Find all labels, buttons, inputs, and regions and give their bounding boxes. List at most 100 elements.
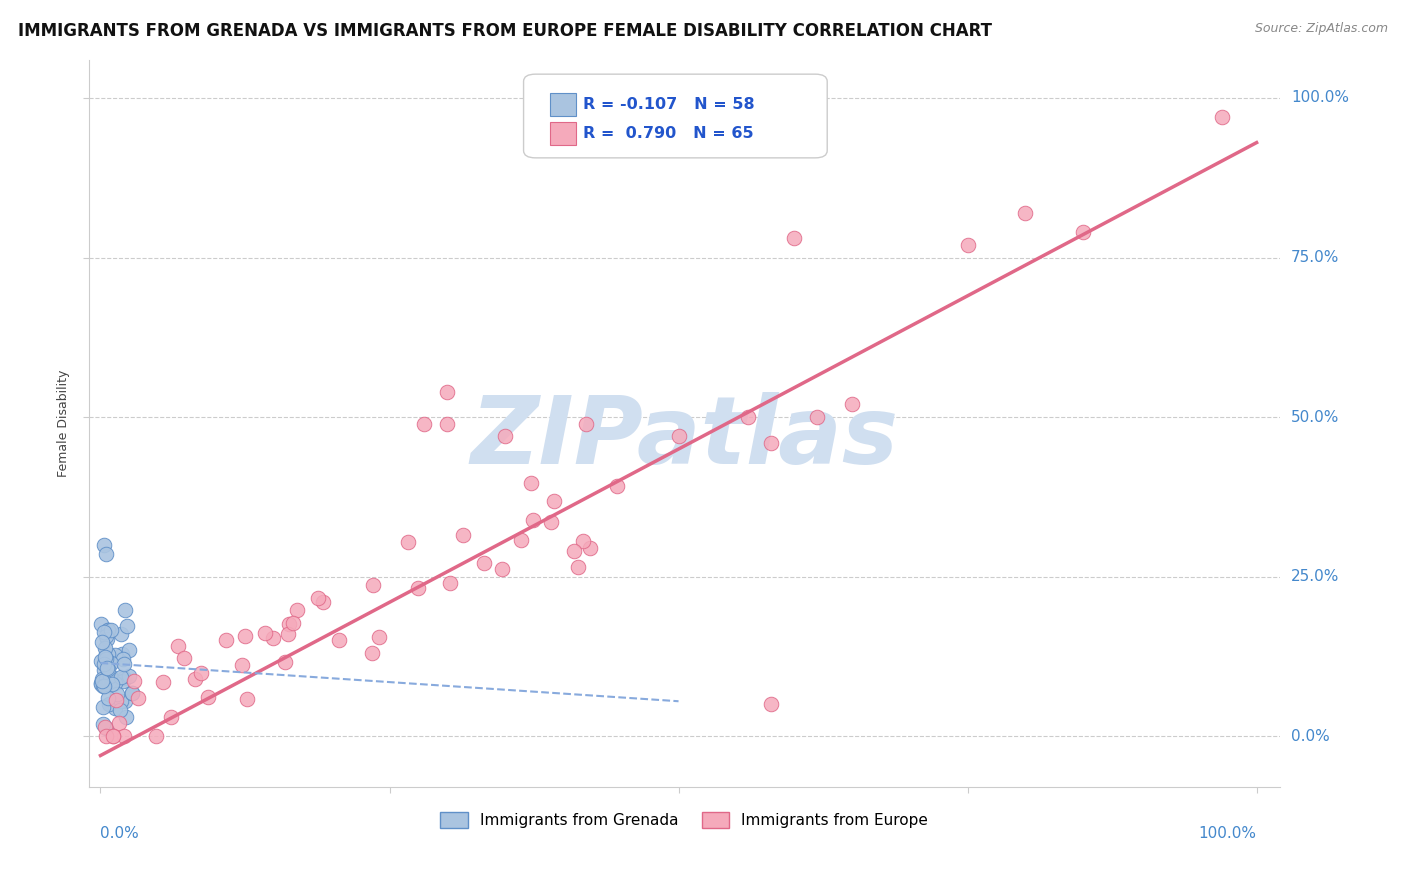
Point xyxy=(562,543,585,558)
Point xyxy=(97,691,120,706)
Point xyxy=(104,648,127,662)
Point xyxy=(152,674,174,689)
Y-axis label: Female Disability: Female Disability xyxy=(58,370,70,477)
Point xyxy=(522,513,544,527)
Point xyxy=(233,629,256,643)
Point xyxy=(236,692,259,706)
Point xyxy=(439,576,461,591)
Point xyxy=(110,694,132,708)
Point xyxy=(231,658,253,673)
Point xyxy=(91,635,114,649)
Point xyxy=(112,652,135,666)
Point xyxy=(97,662,120,676)
Point xyxy=(363,578,385,592)
Point xyxy=(94,649,117,664)
Point xyxy=(759,698,782,712)
Point xyxy=(520,475,543,490)
Point xyxy=(96,661,118,675)
Point xyxy=(396,535,419,549)
Point xyxy=(94,730,117,744)
Point xyxy=(806,410,828,425)
Point xyxy=(540,515,562,529)
Point xyxy=(451,527,474,541)
Point xyxy=(406,581,429,595)
Point xyxy=(118,669,141,683)
Point xyxy=(277,627,299,641)
Text: 0.0%: 0.0% xyxy=(100,826,139,841)
Point xyxy=(145,730,167,744)
Point xyxy=(90,676,112,690)
Point xyxy=(491,562,513,576)
Point xyxy=(413,417,436,431)
Point xyxy=(93,657,115,672)
Point xyxy=(112,657,135,671)
Point xyxy=(190,665,212,680)
Point xyxy=(571,533,593,548)
Point xyxy=(759,435,782,450)
Point xyxy=(105,692,128,706)
Point xyxy=(105,687,128,701)
Point xyxy=(94,648,117,662)
Point xyxy=(112,673,135,688)
Point xyxy=(281,616,304,631)
Point xyxy=(101,676,124,690)
Point xyxy=(173,651,195,665)
Point xyxy=(575,417,598,431)
Point xyxy=(472,556,495,570)
Point xyxy=(96,629,118,643)
Point xyxy=(89,676,111,690)
Point xyxy=(91,716,114,731)
Point xyxy=(197,690,219,705)
Text: ZIPatlas: ZIPatlas xyxy=(470,392,898,484)
Point xyxy=(121,685,143,699)
FancyBboxPatch shape xyxy=(550,122,576,145)
Point xyxy=(111,647,134,661)
Point xyxy=(1071,225,1094,239)
Point xyxy=(494,429,516,443)
Point xyxy=(101,730,124,744)
Point xyxy=(274,655,297,669)
FancyBboxPatch shape xyxy=(523,74,827,158)
Point xyxy=(96,632,118,646)
Point xyxy=(90,654,112,668)
Point xyxy=(97,697,120,711)
Point xyxy=(285,603,308,617)
Point xyxy=(94,641,117,656)
Point xyxy=(159,710,181,724)
Point xyxy=(277,616,299,631)
Point xyxy=(956,237,979,252)
Point xyxy=(93,624,115,639)
Point xyxy=(367,630,389,644)
Point xyxy=(579,541,602,556)
Point xyxy=(94,672,117,686)
Text: 0.0%: 0.0% xyxy=(1291,729,1330,744)
Point xyxy=(360,646,382,660)
Point xyxy=(1014,206,1036,220)
Point xyxy=(93,538,115,552)
Point xyxy=(97,624,120,638)
Point xyxy=(122,674,145,689)
Point xyxy=(108,715,131,730)
Point xyxy=(93,657,115,671)
Point xyxy=(100,670,122,684)
Point xyxy=(668,429,690,443)
Point xyxy=(114,710,136,724)
Legend: Immigrants from Grenada, Immigrants from Europe: Immigrants from Grenada, Immigrants from… xyxy=(434,806,935,834)
Point xyxy=(110,669,132,683)
Point xyxy=(115,619,138,633)
Point xyxy=(96,548,118,562)
Point xyxy=(96,624,118,638)
Point xyxy=(94,721,117,735)
Point xyxy=(543,494,565,508)
Text: 50.0%: 50.0% xyxy=(1291,409,1339,425)
Text: Source: ZipAtlas.com: Source: ZipAtlas.com xyxy=(1254,22,1388,36)
Point xyxy=(328,633,350,648)
Point xyxy=(94,720,117,734)
Point xyxy=(104,676,127,690)
Point xyxy=(184,673,207,687)
Text: IMMIGRANTS FROM GRENADA VS IMMIGRANTS FROM EUROPE FEMALE DISABILITY CORRELATION : IMMIGRANTS FROM GRENADA VS IMMIGRANTS FR… xyxy=(18,22,993,40)
Point xyxy=(91,679,114,693)
Text: 100.0%: 100.0% xyxy=(1198,826,1257,841)
Point xyxy=(114,694,136,708)
FancyBboxPatch shape xyxy=(550,93,576,116)
